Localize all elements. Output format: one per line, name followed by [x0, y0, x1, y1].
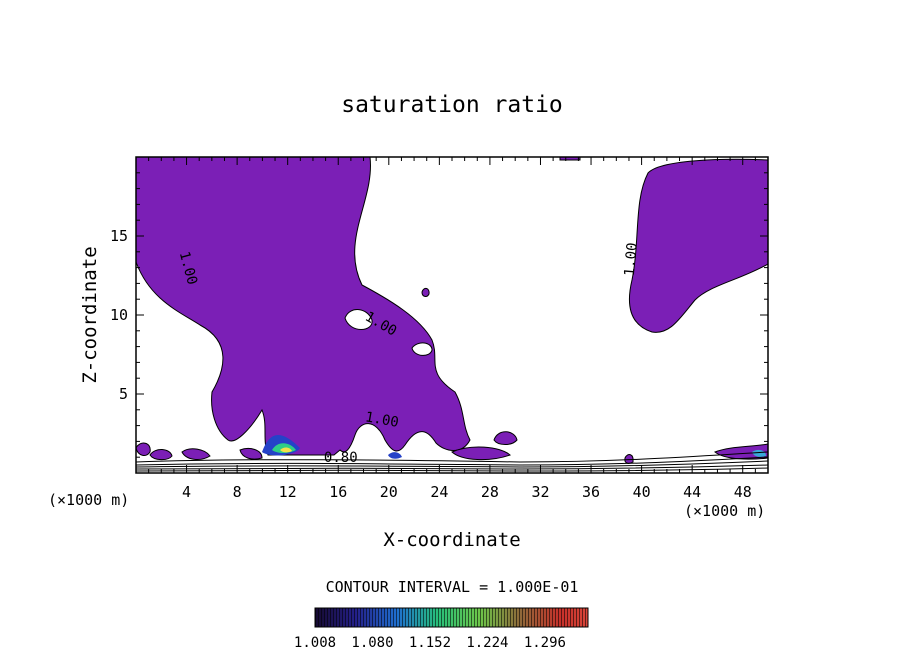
- island-4: [149, 449, 173, 461]
- chart-title: saturation ratio: [341, 92, 563, 118]
- contour-line-2: [136, 456, 768, 466]
- x-tick-label: 36: [582, 483, 600, 501]
- contour-line-4: [136, 464, 768, 470]
- x-tick-label: 24: [430, 483, 448, 501]
- x-axis-ticks: 4 8 12 16 20 24 28 32 36 40 44 48: [148, 157, 756, 501]
- large-purple-region: [136, 157, 588, 456]
- contour-line-1: [136, 451, 768, 463]
- x-tick-label: 20: [380, 483, 398, 501]
- contour-line-5: [136, 467, 768, 472]
- y-axis-title: Z-coordinate: [79, 246, 101, 383]
- contour-label: 1.00: [622, 242, 641, 277]
- colorbar-stripes: [315, 608, 588, 627]
- colorbar: [314, 607, 589, 628]
- colorbar-label: 1.224: [466, 635, 508, 651]
- x-tick-label: 16: [329, 483, 347, 501]
- contour-line-3: [136, 460, 768, 468]
- island-6: [239, 447, 263, 460]
- y-axis-ticks: 5 10 15: [110, 172, 768, 458]
- colorbar-label: 1.080: [351, 635, 393, 651]
- supersaturated-region: [136, 157, 768, 464]
- colorbar-labels: 1.008 1.080 1.152 1.224 1.296: [294, 635, 566, 651]
- island-2: [493, 431, 518, 445]
- hole-2: [411, 342, 433, 356]
- island-5: [181, 448, 211, 460]
- hole-1: [344, 309, 373, 330]
- island-1: [421, 287, 430, 297]
- x-tick-label: 28: [481, 483, 499, 501]
- y-tick-label: 15: [110, 227, 128, 245]
- x-tick-label: 12: [279, 483, 297, 501]
- high-sat-patch-5: [752, 449, 766, 457]
- x-unit-label-right: (×1000 m): [684, 502, 765, 520]
- colorbar-label: 1.152: [409, 635, 451, 651]
- high-sat-patch-3: [280, 447, 292, 453]
- island-3: [136, 442, 151, 456]
- high-sat-patch-4: [388, 452, 402, 459]
- low-contour-lines: [136, 451, 768, 472]
- x-tick-label: 4: [182, 483, 191, 501]
- right-purple-region: [629, 158, 768, 333]
- x-tick-label: 32: [531, 483, 549, 501]
- island-8: [624, 454, 634, 464]
- y-tick-label: 10: [110, 306, 128, 324]
- colorbar-label: 1.296: [524, 635, 566, 651]
- contour-label: 0.80: [324, 450, 358, 466]
- x-tick-label: 44: [683, 483, 701, 501]
- colorbar-frame: [314, 607, 589, 628]
- island-7: [451, 446, 511, 460]
- colorbar-label: 1.008: [294, 635, 336, 651]
- x-axis-title: X-coordinate: [383, 529, 520, 551]
- contour-label: 1.00: [364, 409, 400, 431]
- y-tick-label: 5: [119, 385, 128, 403]
- x-tick-label: 8: [233, 483, 242, 501]
- contour-interval-text: CONTOUR INTERVAL = 1.000E-01: [326, 578, 579, 596]
- x-unit-label-left: (×1000 m): [48, 491, 129, 509]
- x-tick-label: 40: [633, 483, 651, 501]
- x-tick-label: 48: [734, 483, 752, 501]
